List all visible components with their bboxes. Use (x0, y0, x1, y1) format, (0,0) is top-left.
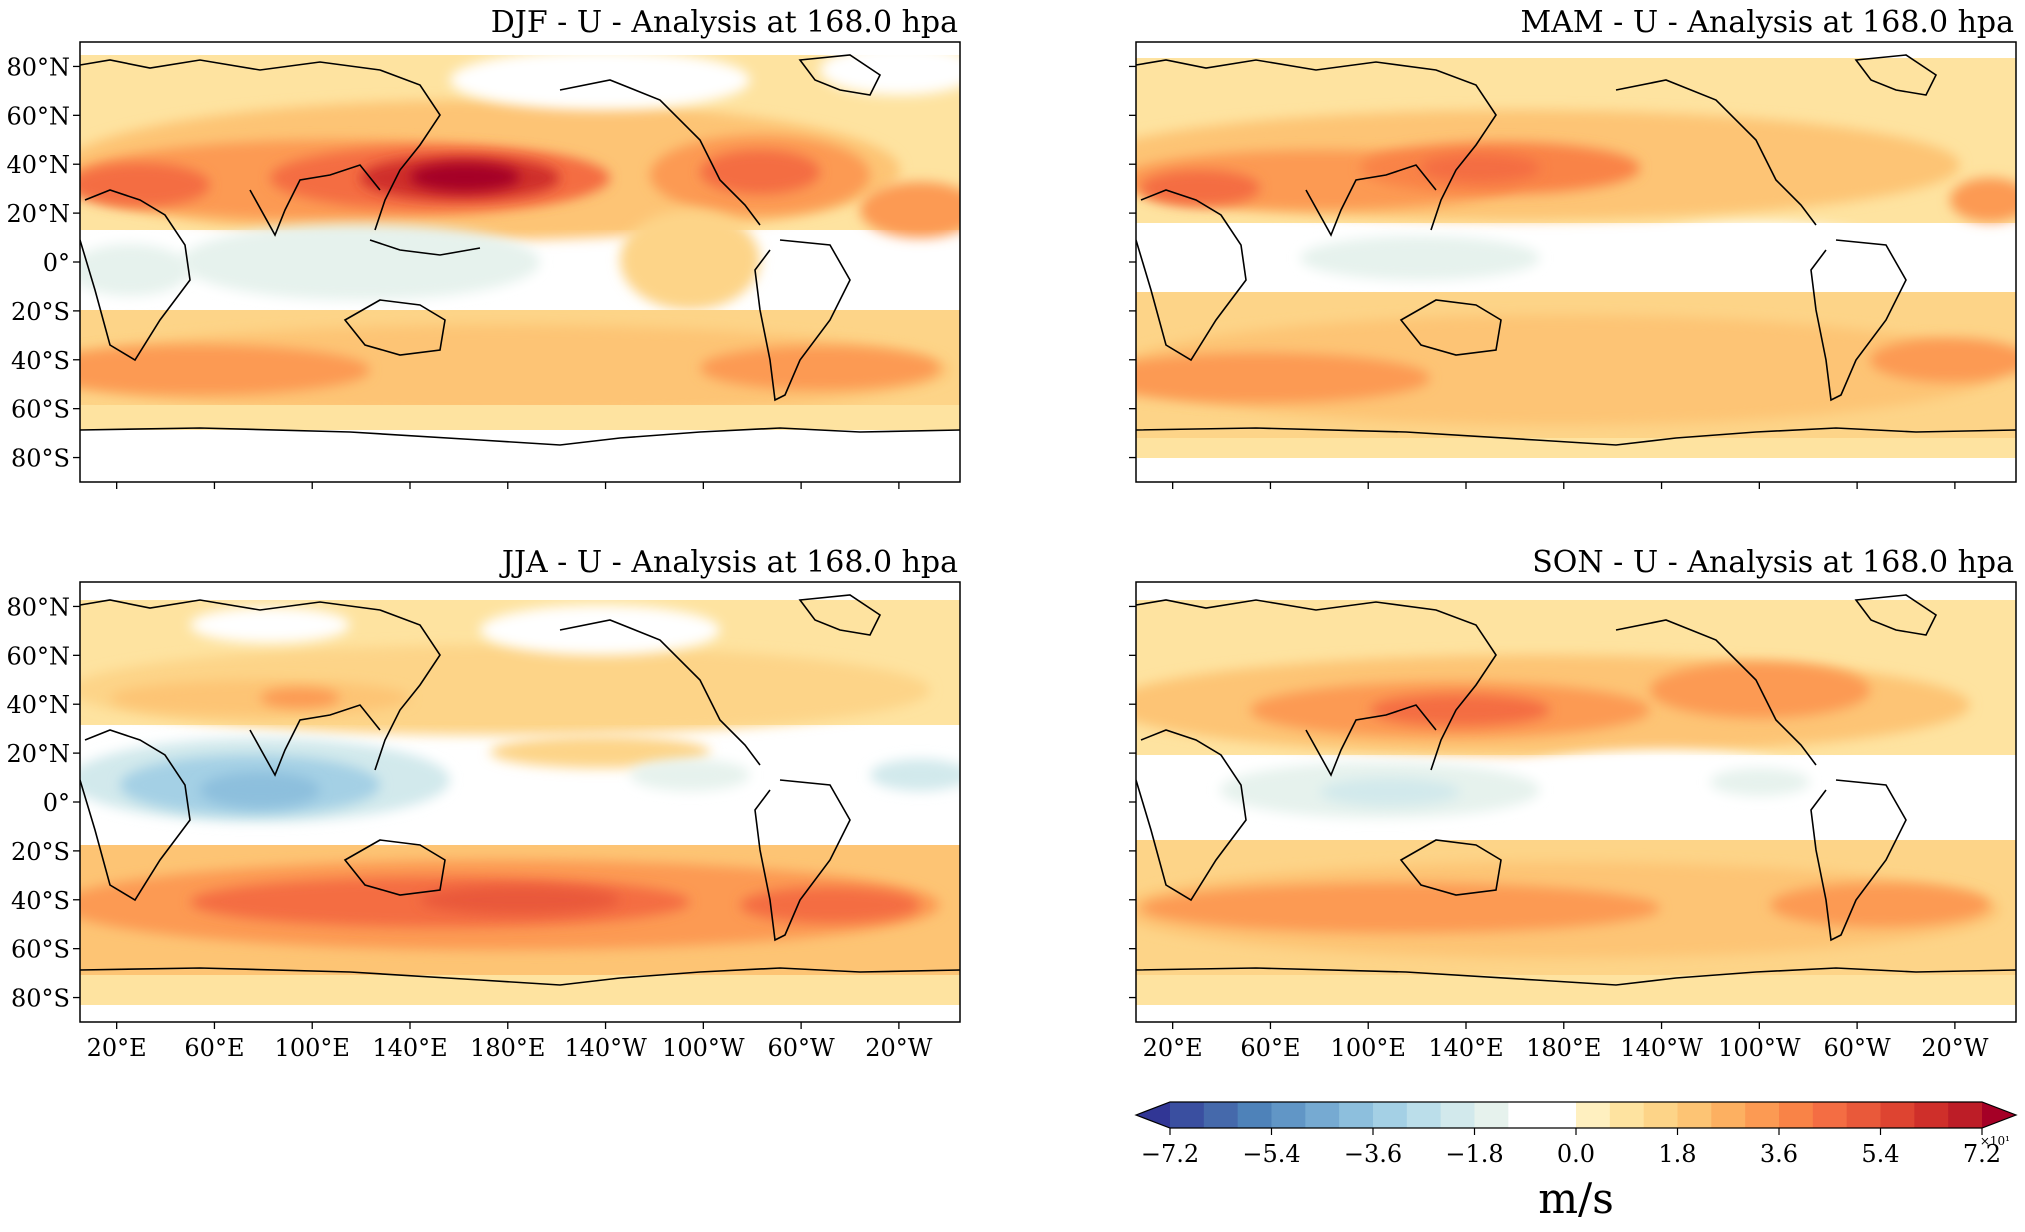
lat-tick-label: 40°S (11, 347, 70, 375)
wind-field (1136, 582, 2016, 1022)
lon-tick-label: 60°E (1240, 1034, 1300, 1062)
colorbar: −7.2 −5.4 −3.6 −1.8 0.0 1.8 3.6 5.4 7.2 ×10¹ m/s (1134, 1101, 2018, 1223)
colorbar-segment (1812, 1102, 1848, 1128)
colorbar-multiplier: ×10¹ (1980, 1134, 2010, 1148)
map-panel-son: SON - U - Analysis at 168.0 hpa (1135, 545, 2017, 1023)
colorbar-segment (1339, 1102, 1374, 1128)
colorbar-segment (1711, 1102, 1746, 1128)
coastlines (80, 54, 960, 446)
colorbar-segment (1406, 1102, 1442, 1128)
lat-tick-label: 40°S (11, 887, 70, 915)
colorbar-tick-label: 7.2 (1963, 1140, 2001, 1168)
colorbar-tick-label: 3.6 (1760, 1140, 1798, 1168)
panel-title: JJA - U - Analysis at 168.0 hpa (499, 545, 958, 580)
colorbar-segment (1745, 1102, 1780, 1128)
colorbar-segment (1643, 1102, 1679, 1128)
coastlines (1136, 594, 2016, 986)
lat-tick-label: 0° (43, 789, 70, 817)
lat-tick-label: 60°S (11, 396, 70, 424)
wind-field (80, 42, 960, 482)
lon-tick-label: 60°W (1824, 1034, 1892, 1062)
lon-tick-label: 100°W (662, 1034, 745, 1062)
lat-tick-label: 80°S (11, 445, 70, 473)
coastlines (1136, 54, 2016, 446)
colorbar-tick-label: 5.4 (1861, 1140, 1899, 1168)
lon-tick-label: 100°W (1718, 1034, 1801, 1062)
lon-tick-label: 100°E (275, 1034, 350, 1062)
colorbar-segment (1474, 1102, 1509, 1128)
colorbar-segment (1237, 1102, 1273, 1128)
panel-title: DJF - U - Analysis at 168.0 hpa (491, 5, 958, 40)
lat-tick-label: 20°S (11, 298, 70, 326)
colorbar-tick-label: −5.4 (1242, 1140, 1300, 1168)
colorbar-segment (1373, 1102, 1408, 1128)
colorbar-segment (1609, 1102, 1645, 1128)
lat-tick-label: 60°N (6, 102, 70, 130)
lat-tick-label: 80°N (6, 593, 70, 621)
lat-tick-label: 80°S (11, 985, 70, 1013)
axes: 80°N 60°N 40°N 20°N 0° 20°S 40°S 60°S 80°S 80°N 60… (6, 53, 1988, 1062)
lon-tick-label: 140°W (1620, 1034, 1703, 1062)
colorbar-segment (1271, 1102, 1306, 1128)
lat-tick-label: 20°N (6, 200, 70, 228)
lon-tick-label: 20°W (1921, 1034, 1989, 1062)
colorbar-tick-label: 0.0 (1557, 1140, 1595, 1168)
colorbar-segment (1846, 1102, 1882, 1128)
lat-tick-label: 60°S (11, 936, 70, 964)
colorbar-segment (1576, 1102, 1611, 1128)
map-panel-mam: MAM - U - Analysis at 168.0 hpa (1135, 5, 2017, 483)
panel-title: SON - U - Analysis at 168.0 hpa (1532, 545, 2014, 580)
colorbar-tick-label: 1.8 (1658, 1140, 1696, 1168)
lon-tick-label: 180°E (470, 1034, 545, 1062)
lon-tick-label: 140°W (564, 1034, 647, 1062)
map-panel-jja: JJA - U - Analysis at 168.0 hpa (79, 545, 961, 1023)
lon-tick-label: 20°E (1143, 1034, 1203, 1062)
lon-tick-label: 180°E (1526, 1034, 1601, 1062)
colorbar-segment (1677, 1102, 1712, 1128)
wind-field (1136, 42, 2016, 482)
lon-tick-label: 140°E (1428, 1034, 1503, 1062)
colorbar-segment (1170, 1102, 1205, 1128)
lon-tick-label: 60°W (768, 1034, 836, 1062)
colorbar-extend-low (1136, 1102, 1170, 1128)
lat-tick-label: 40°N (6, 151, 70, 179)
lat-tick-label: 20°S (11, 838, 70, 866)
lon-tick-label: 60°E (184, 1034, 244, 1062)
lat-tick-label: 80°N (6, 53, 70, 81)
colorbar-tick-label: −1.8 (1445, 1140, 1503, 1168)
wind-field (80, 582, 960, 1022)
colorbar-segment (1203, 1102, 1239, 1128)
lon-tick-label: 100°E (1331, 1034, 1406, 1062)
lon-tick-label: 20°W (865, 1034, 933, 1062)
colorbar-segment (1440, 1102, 1476, 1128)
lat-tick-label: 20°N (6, 740, 70, 768)
coastlines (80, 594, 960, 986)
colorbar-segment (1880, 1102, 1915, 1128)
colorbar-segment (1914, 1102, 1949, 1128)
lon-tick-label: 140°E (372, 1034, 447, 1062)
colorbar-segment (1948, 1102, 1983, 1128)
colorbar-unit: m/s (1538, 1174, 1614, 1223)
panel-title: MAM - U - Analysis at 168.0 hpa (1521, 5, 2015, 40)
colorbar-segment (1305, 1102, 1340, 1128)
colorbar-tick-label: −7.2 (1141, 1140, 1199, 1168)
lat-tick-label: 0° (43, 249, 70, 277)
lat-tick-label: 60°N (6, 642, 70, 670)
colorbar-tick-label: −3.6 (1344, 1140, 1402, 1168)
colorbar-extend-high (1982, 1102, 2016, 1128)
map-panel-djf: DJF - U - Analysis at 168.0 hpa (79, 5, 961, 483)
lon-tick-label: 20°E (87, 1034, 147, 1062)
lat-tick-label: 40°N (6, 691, 70, 719)
colorbar-segment (1508, 1102, 1543, 1128)
colorbar-segment (1542, 1102, 1577, 1128)
colorbar-segment (1779, 1102, 1814, 1128)
